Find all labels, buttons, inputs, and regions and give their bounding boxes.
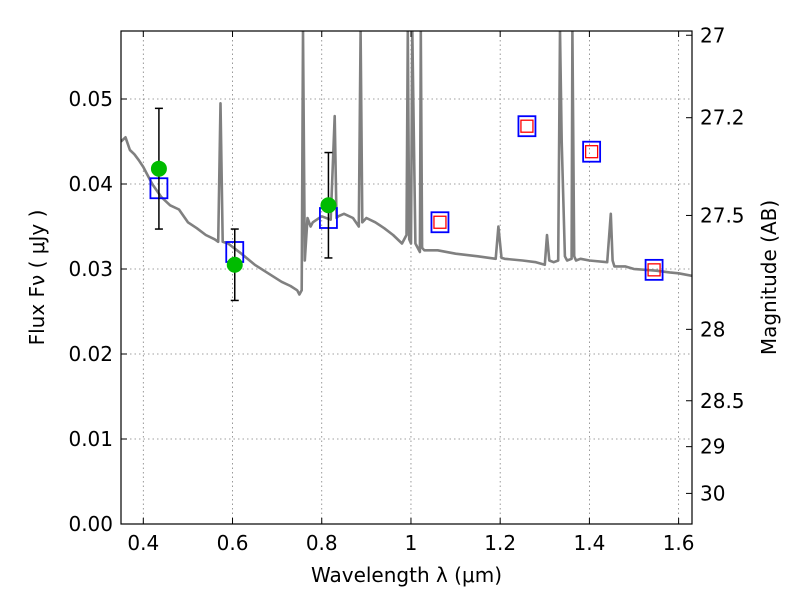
x-axis-label: Wavelength λ (μm)	[311, 563, 502, 587]
x-tick-label: 0.4	[127, 531, 159, 555]
model-flux-box	[644, 258, 664, 281]
y2-tick-label: 27.2	[700, 106, 745, 130]
upper-limit-box	[520, 119, 534, 133]
model-flux-box	[582, 140, 602, 163]
x-tick-label: 1.6	[663, 531, 695, 555]
y-tick-label: 0.03	[68, 257, 113, 281]
x-tick-label: 1.4	[573, 531, 605, 555]
plot-area	[121, 31, 692, 302]
x-tick-label: 1	[405, 531, 418, 555]
observed-point	[320, 197, 337, 214]
axes-frame	[120, 30, 693, 525]
y-tick-label: 0.04	[68, 172, 113, 196]
y-tick-label: 0.05	[68, 87, 113, 111]
model-flux-box	[517, 115, 537, 138]
y2-tick-label: 27.5	[700, 203, 745, 227]
y-tick-label: 0.00	[68, 512, 113, 536]
upper-limit-box	[584, 145, 599, 159]
x-tick-label: 0.6	[217, 531, 249, 555]
x-tick-label: 1.2	[484, 531, 516, 555]
y2-tick-label: 29	[700, 435, 725, 459]
y2-tick-label: 28.5	[700, 389, 745, 413]
y-tick-label: 0.01	[68, 427, 113, 451]
y2-tick-label: 27	[700, 23, 725, 47]
y-axis-label: Flux Fν ( μJy )	[25, 210, 49, 346]
y-tick-label: 0.02	[68, 342, 113, 366]
observed-point	[226, 256, 243, 273]
y2-tick-label: 28	[700, 317, 725, 341]
upper-limit-box	[433, 215, 447, 229]
y2-tick-label: 30	[700, 481, 725, 505]
y2-axis-label: Magnitude (AB)	[757, 200, 781, 355]
upper-limit-box	[647, 263, 661, 277]
axis-labels: 0.4 0.6 0.8 1 1.2 1.4 1.6 0.00 0.01 0.02 0.03 0.04 0…	[25, 23, 781, 587]
model-flux-box	[430, 211, 450, 234]
model-spectrum-line	[121, 31, 692, 296]
x-tick-label: 0.8	[306, 531, 338, 555]
axis-ticks	[121, 31, 692, 525]
observed-point	[150, 160, 167, 177]
